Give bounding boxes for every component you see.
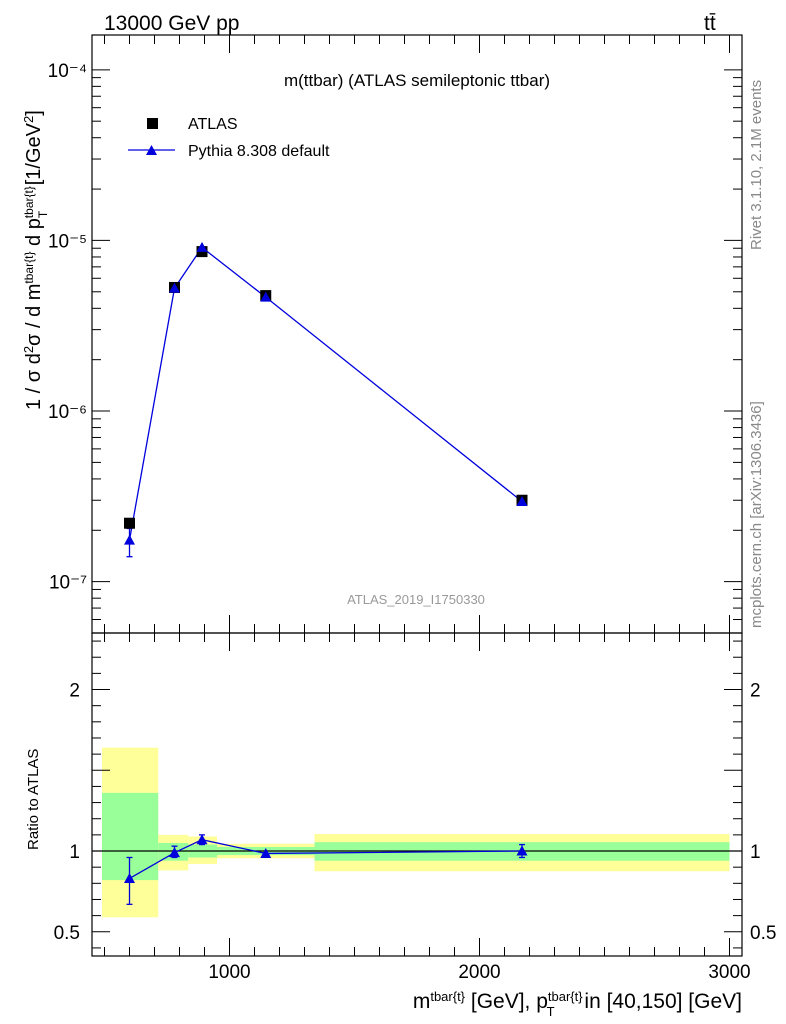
header-energy-label: 13000 GeV pp (104, 12, 239, 35)
legend-pythia-marker (146, 145, 157, 155)
ratio-y-tick-label-right: 1 (750, 842, 761, 863)
main-plot-title: m(ttbar) (ATLAS semileptonic ttbar) (284, 71, 550, 90)
main-y-tick-label: 10⁻⁴ (48, 61, 87, 82)
header-process-label: tt̄ (704, 12, 716, 35)
main-panel: m(ttbar) (ATLAS semileptonic ttbar) ATLA… (21, 34, 743, 634)
legend-atlas-label: ATLAS (188, 116, 238, 133)
ratio-plot-frame (91, 632, 743, 957)
ratio-y-tick-label-left: 2 (69, 681, 80, 702)
mcplots-label: mcplots.cern.ch [arXiv:1306.3436] (748, 401, 765, 628)
ratio-data-point (169, 847, 180, 858)
pythia-data-point (260, 291, 272, 302)
ratio-panel: 0.5 0.5 1 1 2 2 Ratio to ATLAS 1000 2000 3000 m… (25, 632, 776, 1019)
analysis-watermark: ATLAS_2019_I1750330 (347, 592, 485, 607)
main-y-axis-label: 1 / σ d2σ / d mtbar{t} d ptbar{t}T [1/Ge… (21, 110, 51, 410)
rivet-version-label: Rivet 3.1.10, 2.1M events (748, 80, 765, 250)
x-tick-label: 2000 (458, 962, 500, 983)
legend: ATLAS Pythia 8.308 default (128, 116, 330, 160)
x-axis-label: mtbar{t} [GeV], ptbar{t} T in [40,150] [G… (413, 989, 742, 1019)
ratio-y-tick-label-left: 0.5 (54, 923, 80, 944)
ratio-y-axis-label: Ratio to ATLAS (25, 749, 42, 850)
pythia-data-point (516, 495, 528, 506)
ratio-data-point (124, 872, 135, 883)
legend-pythia-label: Pythia 8.308 default (188, 143, 330, 160)
ratio-y-tick-label-right: 0.5 (750, 923, 776, 944)
pythia-data-point (196, 241, 208, 252)
ratio-data-point (196, 834, 208, 845)
x-tick-label: 3000 (708, 962, 750, 983)
x-tick-label: 1000 (208, 962, 250, 983)
pythia-data-point (169, 282, 180, 293)
atlas-data-point (124, 517, 135, 529)
ratio-y-tick-label-left: 1 (69, 842, 80, 863)
ratio-y-tick-label-right: 2 (750, 681, 761, 702)
main-y-tick-label: 10⁻⁷ (49, 573, 87, 594)
main-y-tick-label: 10⁻⁶ (48, 402, 87, 423)
pythia-series-line (128, 246, 523, 541)
ratio-data-point (516, 845, 528, 856)
ratio-data-point (260, 847, 272, 858)
legend-atlas-marker (147, 118, 158, 129)
main-y-tick-label: 10⁻⁵ (48, 231, 87, 252)
pythia-data-point (124, 534, 135, 545)
